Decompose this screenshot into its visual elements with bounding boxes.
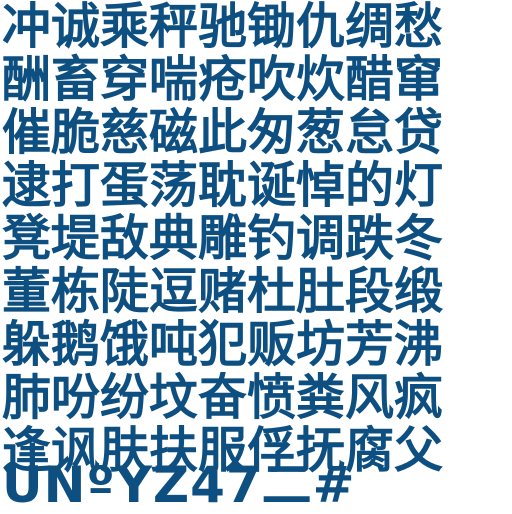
glyph-line-9: 逢讽肤扶服俘抚腐父 xyxy=(2,422,444,479)
glyph-line-2: 酬畜穿喘疮吹炊醋窜 xyxy=(2,51,444,108)
glyph-line-7: 躲鹅饿吨犯贩坊芳沸 xyxy=(2,316,444,373)
glyph-line-3: 催脆慈磁此匆葱怠贷 xyxy=(2,104,444,161)
glyph-line-8: 肺吩纷坟奋愤粪风疯 xyxy=(2,369,444,426)
glyph-line-4: 逮打蛋荡耽诞悼的灯 xyxy=(2,157,444,214)
glyph-line-6: 董栋陡逗赌杜肚段缎 xyxy=(2,263,444,320)
glyph-line-10: UNºYZ47二# xyxy=(2,456,356,514)
glyph-line-1: 冲诚乘秤驰锄仇绸愁 xyxy=(2,0,444,55)
glyph-line-5: 凳堤敌典雕钓调跌冬 xyxy=(2,210,444,267)
